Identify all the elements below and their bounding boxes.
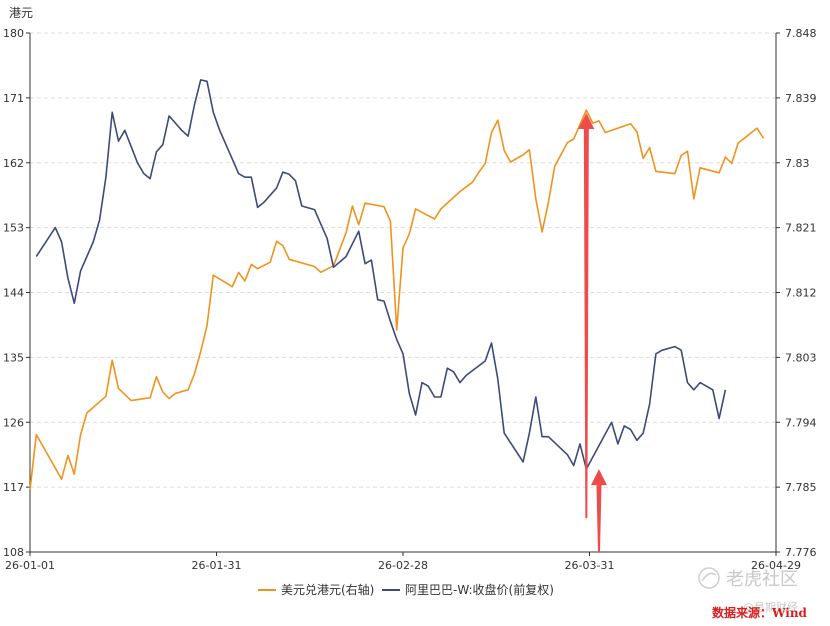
grid (30, 32, 776, 488)
x-tick-label: 26-01-01 (5, 559, 55, 572)
series-line-usdhkd (29, 109, 765, 491)
left-tick-label: 135 (3, 351, 24, 364)
left-tick-label: 180 (3, 27, 24, 40)
arrow-head (578, 113, 595, 130)
series-lines (29, 79, 765, 491)
annotation-arrow (590, 469, 607, 552)
left-tick-label: 144 (3, 287, 24, 300)
x-tick-label: 26-04-29 (751, 559, 801, 572)
legend: 美元兑港元(右轴) 阿里巴巴-W:收盘价(前复权) (258, 582, 554, 597)
left-tick-label: 108 (3, 546, 24, 559)
right-axis-ticks: 7.776 7.785 7.794 7.803 7.812 7.821 7.83 7.839 7… (776, 27, 817, 559)
right-tick-label: 7.839 (785, 92, 817, 105)
right-tick-label: 7.785 (785, 481, 817, 494)
left-axis-ticks: 108 117 126 135 144 153 162 171 180 (3, 27, 30, 559)
y-axis-unit-label: 港元 (9, 6, 33, 20)
x-tick-label: 26-02-28 (378, 559, 428, 572)
left-tick-label: 162 (3, 157, 24, 170)
x-tick-label: 26-01-31 (192, 559, 242, 572)
right-tick-label: 7.83 (785, 157, 810, 170)
left-tick-label: 153 (3, 222, 24, 235)
arrow-head (590, 469, 607, 486)
right-tick-label: 7.821 (785, 222, 817, 235)
right-tick-label: 7.776 (785, 546, 817, 559)
x-axis-ticks: 26-01-01 26-01-31 26-02-28 26-03-31 26-04-29 (5, 552, 801, 572)
annotation-arrow (578, 113, 595, 519)
legend-label-alibaba: 阿里巴巴-W:收盘价(前复权) (405, 582, 554, 597)
tiger-logo-icon (698, 567, 720, 589)
legend-label-usdhkd: 美元兑港元(右轴) (281, 582, 374, 597)
right-tick-label: 7.848 (785, 27, 817, 40)
watermark: 老虎社区 @是期财经 (698, 567, 798, 614)
watermark-sub: @是期财经 (743, 600, 798, 614)
arrow-shaft (596, 485, 602, 552)
x-tick-label: 26-03-31 (565, 559, 615, 572)
right-tick-label: 7.794 (785, 416, 817, 429)
left-tick-label: 117 (3, 481, 24, 494)
arrow-shaft (583, 129, 589, 519)
annotation-arrows (578, 113, 607, 552)
right-tick-label: 7.803 (785, 351, 817, 364)
watermark-main: 老虎社区 (726, 569, 798, 590)
source-label: 数据来源：Wind (712, 605, 808, 620)
series-line-alibaba (35, 79, 727, 470)
left-tick-label: 126 (3, 416, 24, 429)
left-tick-label: 171 (3, 92, 24, 105)
right-tick-label: 7.812 (785, 287, 817, 300)
